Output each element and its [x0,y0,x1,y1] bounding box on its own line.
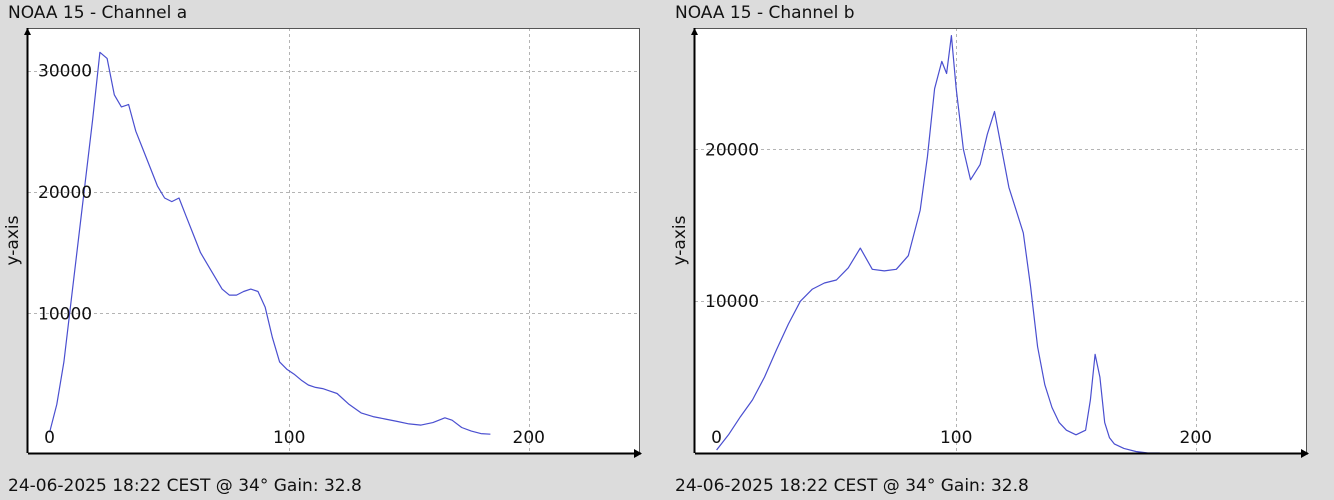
x-tick-label: 0 [711,428,722,448]
grid [695,28,1306,453]
chart-panel-a: NOAA 15 - Channel a 0 100 200 10000 20000 300… [3,3,642,496]
y-tick-label: 30000 [38,62,92,82]
y-tick-label: 10000 [38,304,92,324]
x-axis-arrow [634,449,642,458]
chart-footer: 24-06-2025 18:22 CEST @ 34° Gain: 32.8 [675,476,1029,496]
x-tick-label: 200 [513,428,545,448]
x-axis-arrow [1301,449,1309,458]
x-tick-label: 200 [1180,428,1212,448]
series-line [49,51,491,435]
plot-area [695,28,1306,453]
x-tick-label: 100 [273,428,305,448]
x-tick-label: 100 [940,428,972,448]
y-axis-label: y-axis [3,215,23,265]
y-tick-label: 10000 [705,292,759,312]
chart-plot-a: 0 100 200 10000 20000 30000 y-axis [3,28,642,458]
chart-plot-b: 0 100 200 10000 20000 y-axis [670,28,1309,458]
y-axis-arrow [24,28,31,35]
y-tick-label: 20000 [705,140,759,160]
x-tick-label: 0 [44,428,55,448]
chart-panel-b: NOAA 15 - Channel b 0 100 200 10000 20000 y-a… [667,0,1334,500]
grid [28,28,639,453]
chart-title: NOAA 15 - Channel b [675,3,855,23]
y-tick-label: 20000 [38,183,92,203]
chart-footer: 24-06-2025 18:22 CEST @ 34° Gain: 32.8 [8,476,362,496]
chart-title: NOAA 15 - Channel a [8,3,188,23]
y-axis-label: y-axis [670,215,690,265]
series-line [716,34,1160,454]
plot-area [28,28,639,453]
y-axis-arrow [691,28,698,35]
